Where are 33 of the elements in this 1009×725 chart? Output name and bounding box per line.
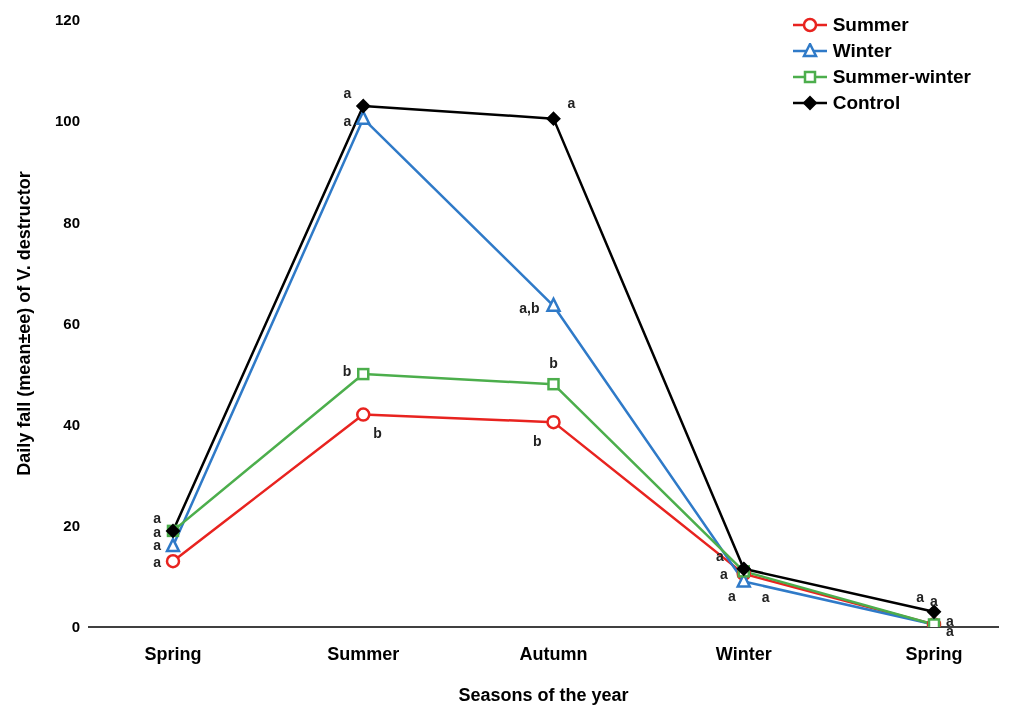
data-label: b — [342, 362, 352, 379]
data-label: a — [761, 588, 770, 605]
data-label: b — [373, 425, 382, 442]
x-tick-label: Autumn — [519, 643, 588, 664]
y-tick-label: 60 — [63, 314, 80, 332]
data-label: a — [930, 593, 939, 610]
x-tick-label: Spring — [905, 643, 963, 664]
legend-label: Control — [832, 92, 901, 114]
y-tick-label: 80 — [63, 213, 80, 231]
data-label: a — [916, 588, 925, 605]
x-axis-title: Seasons of the year — [458, 685, 629, 705]
data-label: b — [532, 432, 542, 449]
data-label: a — [719, 566, 728, 583]
x-tick-label: Spring — [144, 643, 202, 664]
y-axis-title: Daily fall (mean±ee) of V. destructor — [14, 171, 34, 476]
data-label: a,b — [519, 300, 540, 317]
data-label: a — [567, 95, 576, 112]
x-tick-label: Winter — [715, 643, 772, 664]
y-tick-label: 100 — [54, 112, 80, 130]
data-label: a — [727, 588, 736, 605]
data-label: a — [153, 509, 162, 526]
legend-label: Winter — [832, 40, 892, 62]
y-tick-label: 40 — [63, 415, 80, 433]
y-tick-label: 20 — [63, 517, 80, 535]
x-tick-label: Summer — [327, 643, 400, 664]
data-label: a — [153, 553, 162, 570]
data-label: a — [343, 84, 352, 101]
y-tick-label: 120 — [54, 11, 80, 29]
legend-label: Summer — [832, 14, 909, 36]
data-label: a — [343, 113, 352, 130]
legend-label: Summer-winter — [832, 66, 971, 88]
y-tick-label: 0 — [71, 618, 80, 636]
data-label: b — [549, 354, 558, 371]
